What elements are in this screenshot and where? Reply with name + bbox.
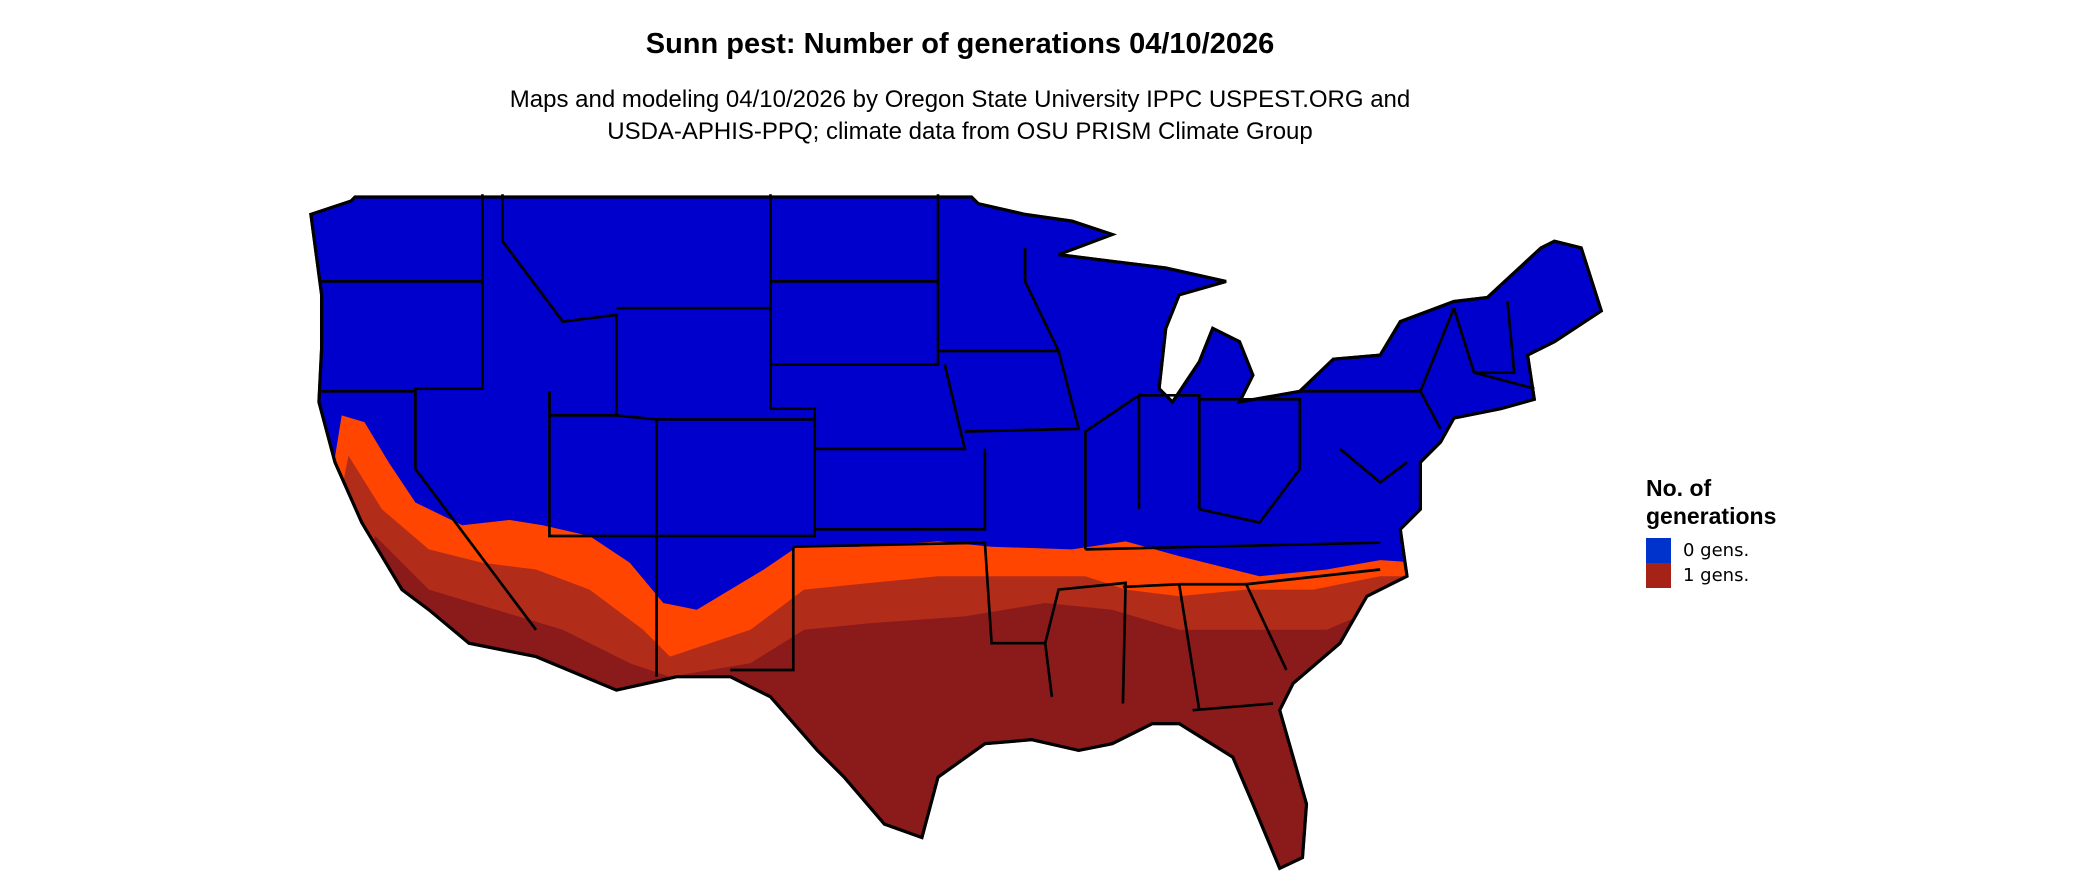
legend: No. of generations 0 gens. 1 gens. bbox=[1646, 474, 1776, 588]
subtitle-line-1: Maps and modeling 04/10/2026 by Oregon S… bbox=[509, 86, 1411, 113]
legend-title-line-1: No. of bbox=[1646, 475, 1712, 501]
legend-title: No. of generations bbox=[1646, 474, 1776, 530]
map-title: Sunn pest: Number of generations 04/10/2… bbox=[645, 28, 1275, 60]
map-subtitle: Maps and modeling 04/10/2026 by Oregon S… bbox=[300, 84, 1620, 148]
legend-label: 0 gens. bbox=[1683, 540, 1750, 561]
legend-title-line-2: generations bbox=[1646, 503, 1777, 529]
us-border bbox=[309, 195, 1604, 871]
legend-item-1-gens: 1 gens. bbox=[1646, 563, 1776, 588]
state-borders bbox=[321, 194, 1535, 712]
subtitle-line-2: USDA-APHIS-PPQ; climate data from OSU PR… bbox=[607, 118, 1313, 145]
legend-swatch-1-gens bbox=[1646, 563, 1671, 588]
legend-label: 1 gens. bbox=[1683, 565, 1750, 586]
legend-item-0-gens: 0 gens. bbox=[1646, 538, 1776, 563]
legend-swatch-0-gens bbox=[1646, 538, 1671, 563]
